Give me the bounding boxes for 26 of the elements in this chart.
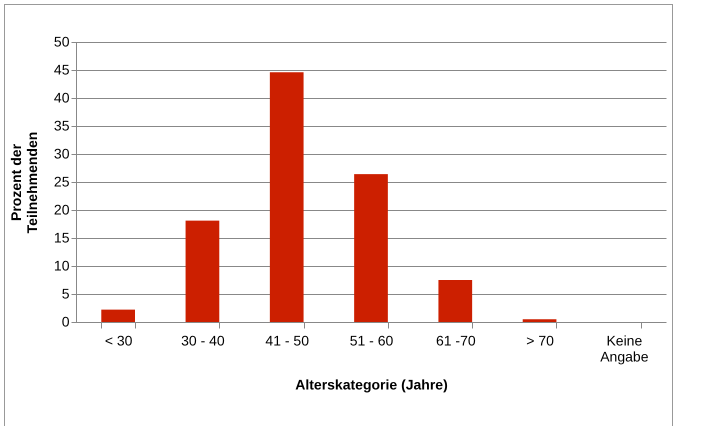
bar	[354, 174, 388, 322]
y-tick-label: 25	[54, 174, 70, 190]
x-tick-label: 41 - 50	[265, 332, 310, 348]
bar	[438, 280, 472, 322]
x-tick-label: 61 -70	[436, 332, 476, 348]
y-tick-label: 15	[54, 230, 70, 246]
bar	[270, 72, 304, 322]
y-tick-label: 0	[62, 314, 70, 330]
y-tick-label: 30	[54, 146, 70, 162]
x-tick-label: < 30	[104, 332, 133, 348]
y-tick-label: 45	[54, 62, 70, 78]
x-tick-label: > 70	[526, 332, 554, 348]
bar	[186, 220, 220, 322]
x-tick-label: 30 - 40	[181, 332, 225, 348]
y-tick-label: 10	[54, 258, 70, 274]
y-tick-label: 20	[54, 202, 70, 218]
bar	[101, 310, 135, 322]
bar	[522, 319, 556, 322]
y-axis-title: Prozent der Teilnehmenden	[8, 132, 40, 234]
x-tick-label: Keine Angabe	[600, 332, 649, 364]
y-tick-label: 50	[54, 34, 70, 50]
x-axis-title: Alterskategorie (Jahre)	[295, 376, 448, 392]
x-tick-label: 51 - 60	[350, 332, 394, 348]
y-tick-label: 5	[62, 286, 70, 302]
y-tick-label: 35	[54, 118, 70, 134]
y-tick-label: 40	[54, 90, 70, 106]
